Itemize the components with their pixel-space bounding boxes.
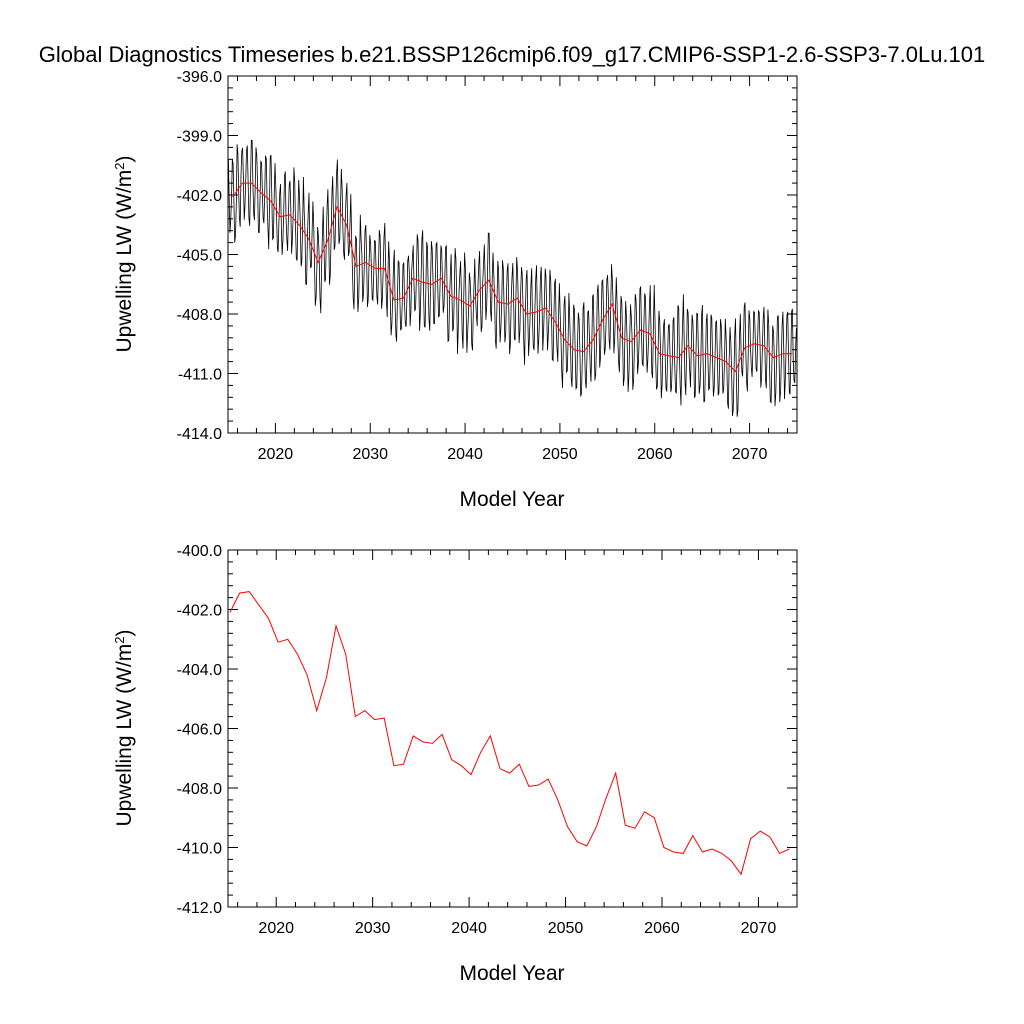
y-tick-label: -400.0 — [177, 543, 222, 560]
figure-title: Global Diagnostics Timeseries b.e21.BSSP… — [39, 42, 986, 67]
chart-bottom: 2020 2030 2040 2050 2060 2070 -400.0-402.0-40… — [112, 543, 798, 985]
annual-line — [229, 591, 790, 876]
monthly-line — [228, 139, 797, 417]
y-tick-label: -410.0 — [177, 841, 222, 858]
series-monthly-top — [228, 139, 797, 417]
plot-frame-top — [227, 75, 798, 434]
y-tick-label: -414.0 — [177, 426, 222, 443]
x-ticks-top: 2020 2030 2040 2050 2060 2070 — [236, 76, 789, 463]
y-tick-label: -408.0 — [177, 307, 222, 324]
x-tick-label: 2040 — [447, 446, 483, 463]
y-axis-label-bottom: Upwelling LW (W/m2) — [112, 629, 137, 826]
y-tick-label: -404.0 — [177, 662, 222, 679]
x-tick-label: 2060 — [644, 920, 680, 937]
x-tick-label: 2070 — [741, 920, 777, 937]
x-tick-label: 2020 — [258, 920, 294, 937]
x-ticks-bottom: 2020 2030 2040 2050 2060 2070 — [237, 550, 798, 937]
y-tick-label: -412.0 — [177, 900, 222, 917]
y-tick-label: -402.0 — [177, 603, 222, 620]
y-tick-label: -406.0 — [177, 722, 222, 739]
x-tick-label: 2030 — [352, 446, 388, 463]
y-tick-label: -396.0 — [177, 69, 222, 86]
y-tick-label: -399.0 — [177, 129, 222, 146]
annual-line — [232, 182, 793, 373]
y-tick-label: -408.0 — [177, 781, 222, 798]
x-tick-label: 2020 — [258, 446, 294, 463]
x-axis-label-top: Model Year — [459, 488, 564, 511]
series-annual-top — [232, 182, 793, 373]
y-tick-label: -402.0 — [177, 188, 222, 205]
plot-frame-bottom — [227, 549, 798, 908]
y-ticks-bottom: -400.0 -402.0 -404.0 -406.0 -408.0 -410.0 -412… — [177, 543, 797, 917]
y-tick-label: -405.0 — [177, 248, 222, 265]
series-annual-bottom — [229, 591, 790, 876]
x-tick-label: 2050 — [542, 446, 578, 463]
chart-top: 2020 2030 2040 2050 2060 2070 -396.0 -399.0 -40… — [112, 69, 798, 511]
x-tick-label: 2030 — [355, 920, 391, 937]
y-ticks-top: -396.0 -399.0 -402.0 -405.0 -408.0 -411.0 -414… — [177, 69, 797, 443]
x-tick-label: 2050 — [548, 920, 584, 937]
y-tick-label: -411.0 — [178, 367, 222, 384]
x-tick-label: 2060 — [637, 446, 673, 463]
x-tick-label: 2070 — [732, 446, 768, 463]
x-axis-label-bottom: Model Year — [459, 962, 564, 985]
x-tick-label: 2040 — [451, 920, 487, 937]
y-axis-label-top: Upwelling LW (W/m2) — [112, 155, 137, 352]
